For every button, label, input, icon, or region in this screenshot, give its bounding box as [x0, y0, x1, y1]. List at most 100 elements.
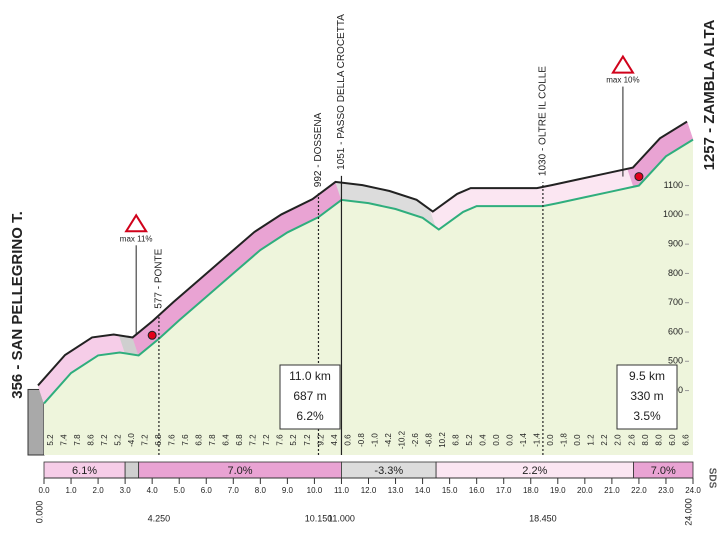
gradient-label: -10.2: [397, 430, 406, 449]
km-marker: 24.000: [683, 498, 693, 526]
max-gradient-label: max 11%: [120, 234, 153, 243]
profile-area: [44, 139, 693, 456]
gradient-label: 5.2: [465, 434, 474, 446]
gradient-label: 7.2: [100, 434, 109, 446]
gradient-label: 7.2: [249, 434, 258, 446]
gradient-label: 6.8: [451, 434, 460, 446]
gradient-label: 7.8: [208, 434, 217, 446]
place-label: 1030 - OLTRE IL COLLE: [538, 66, 549, 176]
gradient-label: 8.0: [641, 434, 650, 446]
gradient-label: -4.2: [384, 433, 393, 447]
km-marker: 4.250: [148, 513, 171, 523]
x-tick-label: 7.0: [228, 486, 240, 495]
gradient-label: 0.0: [506, 434, 515, 446]
start-label: 356 - SAN PELLEGRINO T.: [9, 211, 26, 399]
gradient-label: 7.2: [262, 434, 271, 446]
x-tick-label: 4.0: [147, 486, 159, 495]
gradient-label: -0.8: [357, 433, 366, 447]
x-tick-label: 24.0: [685, 486, 701, 495]
km-marker: 18.450: [529, 513, 557, 523]
gradient-label: -1.4: [533, 433, 542, 447]
gradient-label: -1.0: [370, 433, 379, 447]
max-gradient-label: max 10%: [606, 76, 639, 85]
climb-box: [279, 364, 341, 430]
x-tick-label: 2.0: [93, 486, 105, 495]
gradient-label: 4.4: [330, 434, 339, 446]
climb-box-text: 6.2%: [296, 409, 324, 423]
gradient-label: 1.2: [587, 434, 596, 446]
gradient-label: 0.4: [479, 434, 488, 446]
gradient-segment-label: 6.1%: [72, 465, 97, 477]
x-tick-label: 22.0: [631, 486, 647, 495]
climb-box-text: 11.0 km: [289, 369, 331, 383]
gradient-label: 5.2: [113, 434, 122, 446]
x-tick-label: 16.0: [469, 486, 485, 495]
gradient-label: 8.0: [654, 434, 663, 446]
x-tick-label: 21.0: [604, 486, 620, 495]
max-gradient-dot: [147, 330, 157, 340]
x-tick-label: 13.0: [388, 486, 404, 495]
x-tick-label: 17.0: [496, 486, 512, 495]
km-marker: 10.150: [305, 513, 333, 523]
gradient-label: -1.8: [560, 433, 569, 447]
gradient-label: 6.8: [195, 434, 204, 446]
gradient-label: 5.2: [46, 434, 55, 446]
climb-box: [616, 364, 678, 430]
gradient-label: 5.2: [289, 434, 298, 446]
profile-line: [43, 138, 694, 405]
km-marker: 0.000: [34, 501, 44, 524]
x-tick-label: 18.0: [523, 486, 539, 495]
gradient-label: 6.8: [235, 434, 244, 446]
logo: SDS: [706, 468, 717, 489]
start-face: [27, 388, 45, 456]
gradient-label: 6.8: [154, 434, 163, 446]
gradient-label: 7.4: [59, 434, 68, 446]
x-tick-label: 3.0: [120, 486, 132, 495]
y-tick-label: 1000: [663, 209, 683, 219]
gradient-label: 6.4: [222, 434, 231, 446]
gradient-label: 6.6: [681, 434, 690, 446]
climb-box-text: 3.5%: [633, 409, 661, 423]
x-tick-label: 6.0: [201, 486, 213, 495]
climb-box-text: 330 m: [630, 389, 663, 403]
x-tick-label: 0.0: [38, 486, 50, 495]
place-label: 1051 - PASSO DELLA CROCETTA: [336, 14, 347, 170]
x-tick-label: 11.0: [334, 486, 350, 495]
y-tick-label: 1100: [664, 180, 683, 190]
gradient-label: 7.6: [276, 434, 285, 446]
x-tick-label: 19.0: [550, 486, 566, 495]
gradient-label: 2.2: [600, 434, 609, 446]
x-tick-label: 9.0: [282, 486, 294, 495]
x-tick-label: 8.0: [255, 486, 267, 495]
gradient-label: 7.6: [168, 434, 177, 446]
gradient-label: 0.0: [573, 434, 582, 446]
gradient-label: -2.6: [411, 433, 420, 447]
gradient-label: 9.2: [316, 434, 325, 446]
y-tick-label: 500: [668, 356, 683, 366]
x-tick-label: 15.0: [442, 486, 458, 495]
km-marker: 11.000: [328, 513, 355, 523]
x-tick-label: 5.0: [174, 486, 186, 495]
gradient-segment-label: 7.0%: [228, 465, 253, 477]
y-tick-label: 800: [668, 268, 683, 278]
gradient-label: -6.8: [424, 433, 433, 447]
gradient-label: 2.0: [614, 434, 623, 446]
gradient-label: 7.6: [181, 434, 190, 446]
climb-box-text: 687 m: [293, 389, 326, 403]
place-label: 992 - DOSSENA: [313, 112, 324, 187]
x-tick-label: 1.0: [65, 486, 77, 495]
x-tick-label: 14.0: [415, 486, 431, 495]
ribbon-edge: [37, 120, 688, 387]
gradient-label: 6.0: [668, 434, 677, 446]
gradient-segment-label: 2.2%: [522, 465, 547, 477]
y-tick-label: 700: [668, 297, 683, 307]
x-tick-label: 20.0: [577, 486, 593, 495]
gradient-label: 0.6: [343, 434, 352, 446]
climb-box-text: 9.5 km: [629, 369, 665, 383]
gradient-label: 0.0: [492, 434, 501, 446]
warning-sign: [124, 213, 148, 233]
gradient-label: 0.0: [546, 434, 555, 446]
warning-sign: [611, 54, 635, 74]
gradient-label: 7.2: [141, 434, 150, 446]
